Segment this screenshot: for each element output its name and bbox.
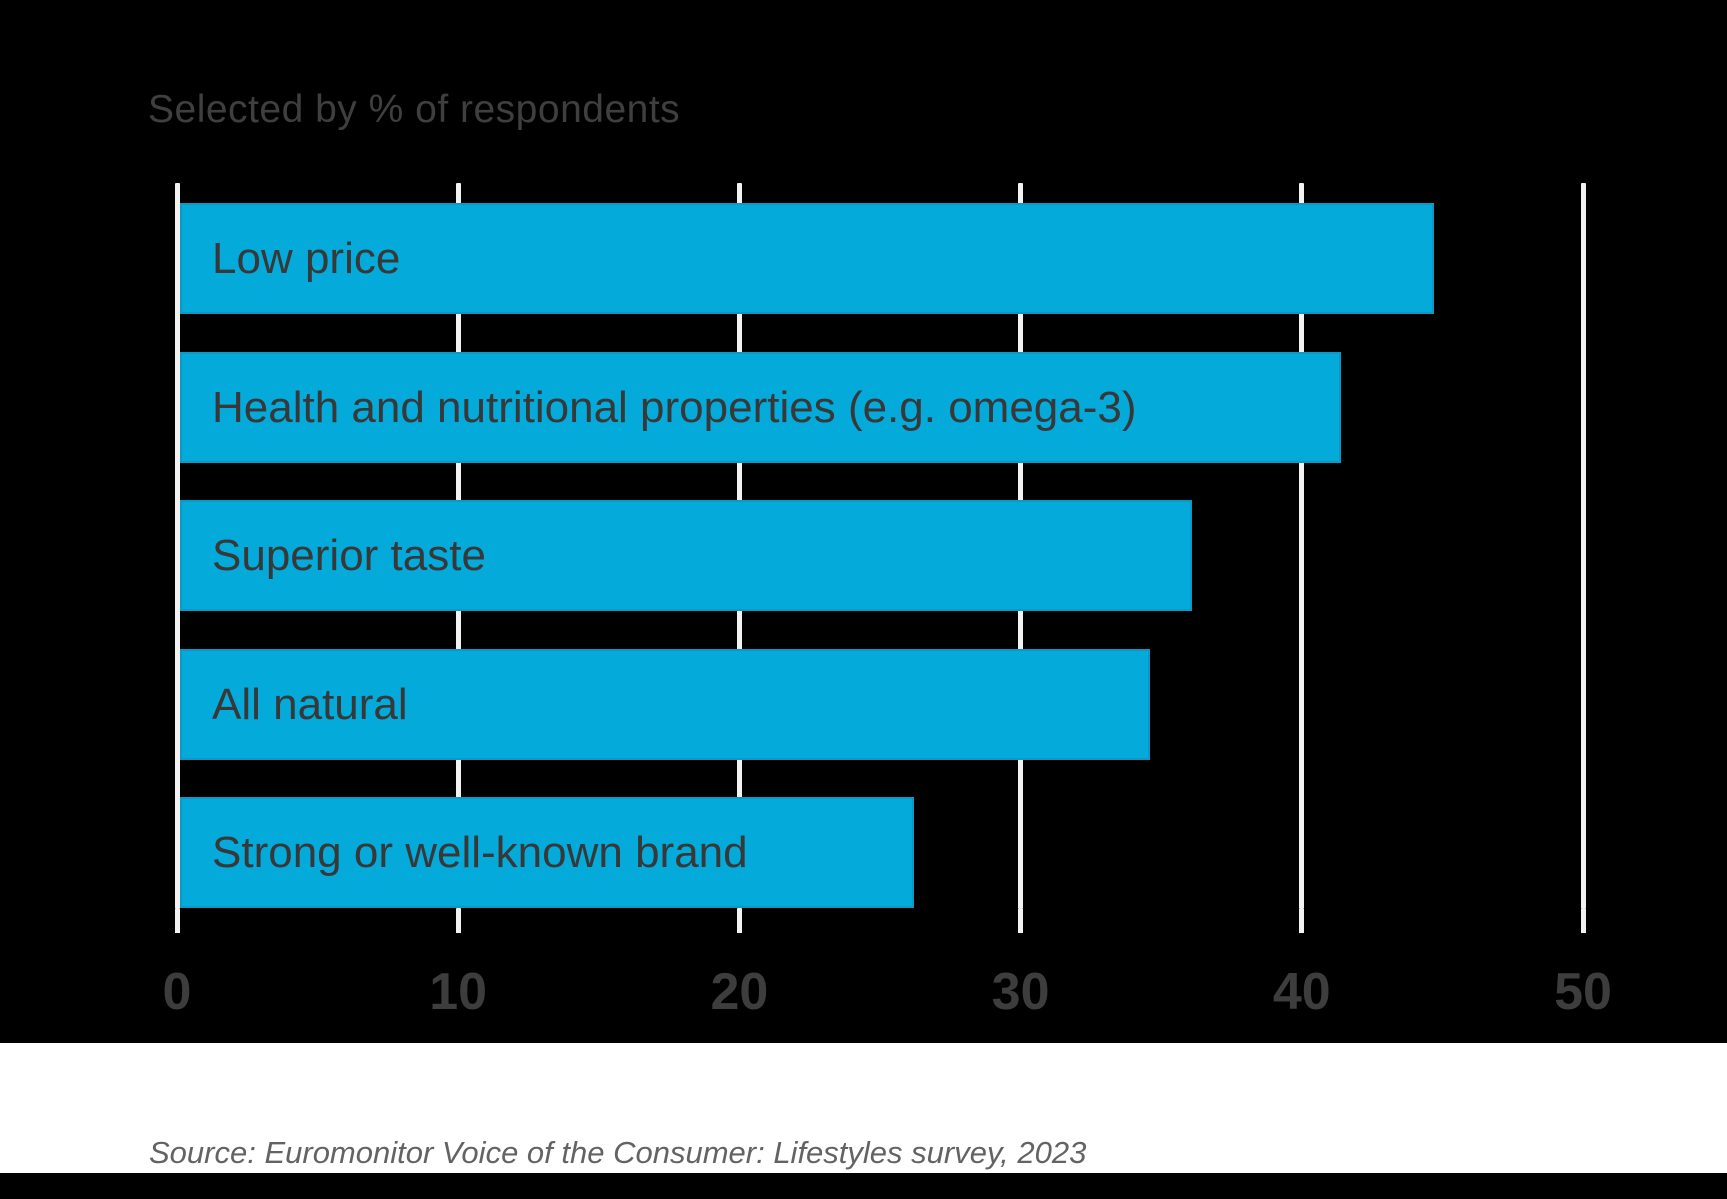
x-tick-label: 40 [1272,963,1331,1021]
x-tick-label: 30 [991,963,1050,1021]
x-tick [174,909,180,933]
gridline-40 [1299,183,1305,909]
plot-area: Low price Health and nutritional properti… [174,183,1697,909]
x-tick-label: 50 [1554,963,1612,1021]
bar-label: Low price [212,233,401,283]
x-tick [455,909,461,933]
bar-all-natural: All natural [180,649,1150,760]
bar-health-and-nutritional-properties-e-g-omega-3: Health and nutritional properties (e.g. … [180,352,1341,463]
x-tick [1018,909,1024,933]
gridline-0 [174,183,180,909]
bar-superior-taste: Superior taste [180,500,1192,611]
bar-label: Superior taste [212,530,486,580]
bar-label: Strong or well-known brand [212,827,748,877]
gridline-50 [1580,183,1586,909]
source-text: Source: Euromonitor Voice of the Consume… [149,1135,1087,1170]
x-tick [736,909,742,933]
bar-label: Health and nutritional properties (e.g. … [212,382,1137,432]
chart-subtitle: Selected by % of respondents [148,88,681,131]
x-tick-label: 10 [429,963,488,1021]
bar-low-price: Low price [180,203,1434,314]
bar-label: All natural [212,679,408,729]
x-tick [1580,909,1586,933]
bar-strong-or-well-known-brand: Strong or well-known brand [180,797,914,908]
x-tick-label: 0 [162,963,192,1021]
x-tick [1299,909,1305,933]
source-band: Source: Euromonitor Voice of the Consume… [0,1043,1727,1173]
x-tick-label: 20 [710,963,769,1021]
